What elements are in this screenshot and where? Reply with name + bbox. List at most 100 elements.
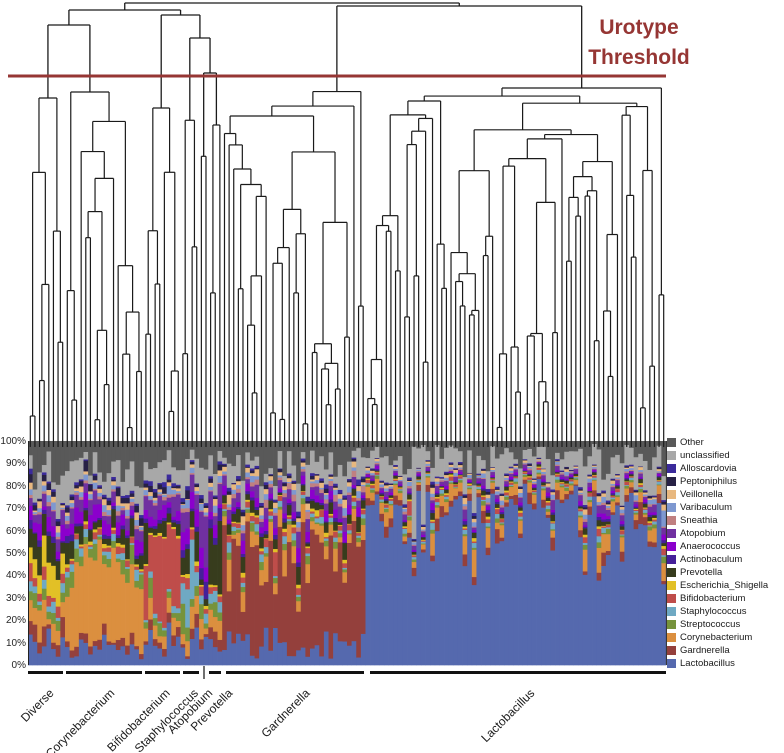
sample-bar-segment: [166, 501, 172, 508]
sample-bar-segment: [610, 479, 616, 481]
sample-bar-segment: [106, 535, 112, 539]
sample-bar-segment: [527, 503, 533, 666]
sample-bar-segment: [259, 521, 265, 528]
sample-bar-segment: [314, 441, 320, 462]
legend-swatch-icon: [667, 633, 676, 642]
sample-bar-segment: [199, 603, 205, 620]
sample-bar-segment: [365, 477, 371, 479]
sample-bar-segment: [129, 509, 135, 516]
sample-bar-segment: [407, 491, 413, 493]
sample-bar-segment: [420, 529, 426, 531]
sample-bar-segment: [226, 487, 232, 492]
sample-bar-segment: [457, 468, 463, 470]
sample-bar-segment: [434, 496, 440, 499]
sample-bar-segment: [647, 525, 653, 527]
sample-bar-segment: [536, 466, 542, 468]
sample-bar-segment: [106, 538, 112, 546]
sample-bar-segment: [370, 487, 376, 490]
sample-bar-segment: [143, 621, 149, 629]
sample-bar-segment: [518, 488, 524, 493]
sample-bar-segment: [638, 471, 644, 474]
sample-bar-segment: [217, 651, 223, 666]
sample-bar-segment: [259, 585, 265, 647]
sample-bar-segment: [615, 488, 621, 490]
sample-bar-segment: [642, 499, 648, 503]
sample-bar-segment: [236, 475, 242, 480]
sample-bar-segment: [231, 465, 237, 484]
sample-bar-segment: [273, 515, 279, 529]
sample-bar-segment: [397, 488, 403, 491]
sample-bar-segment: [111, 644, 117, 666]
sample-bar-segment: [222, 510, 228, 517]
sample-bar-segment: [115, 561, 121, 641]
legend-swatch-icon: [667, 542, 676, 551]
sample-bar-segment: [578, 517, 584, 531]
sample-bar-segment: [180, 582, 186, 604]
sample-bar-segment: [41, 588, 47, 600]
sample-bar-segment: [360, 478, 366, 483]
sample-bar-segment: [157, 532, 163, 536]
sample-bar-segment: [624, 468, 630, 472]
sample-bar-segment: [41, 472, 47, 475]
sample-bar-segment: [582, 571, 588, 575]
sample-bar-segment: [120, 441, 126, 482]
sample-bar-segment: [444, 480, 450, 487]
sample-bar-segment: [74, 507, 80, 524]
sample-bar-segment: [545, 458, 551, 483]
sample-bar-segment: [314, 523, 320, 535]
sample-bar-segment: [444, 477, 450, 481]
sample-bar-segment: [69, 563, 75, 572]
sample-bar-segment: [541, 471, 547, 475]
sample-bar-segment: [314, 509, 320, 517]
sample-bar-segment: [518, 512, 524, 517]
sample-bar-segment: [111, 642, 117, 645]
sample-bar-segment: [148, 441, 154, 470]
sample-bar-segment: [152, 638, 158, 646]
sample-bar-segment: [457, 482, 463, 492]
sample-bar-segment: [157, 493, 163, 496]
sample-bar-segment: [111, 476, 117, 480]
legend-item: Veillonella: [667, 489, 784, 502]
sample-bar-segment: [28, 489, 33, 495]
sample-bar-segment: [397, 483, 403, 486]
sample-bar-segment: [388, 503, 394, 506]
sample-bar-segment: [629, 466, 634, 469]
sample-bar-segment: [152, 617, 158, 626]
sample-bar-segment: [310, 511, 315, 514]
sample-bar-segment: [78, 496, 84, 500]
sample-bar-segment: [166, 474, 172, 480]
sample-bar-segment: [69, 540, 75, 559]
sample-bar-segment: [323, 469, 329, 485]
sample-bar-segment: [199, 567, 205, 580]
sample-bar-segment: [642, 492, 648, 495]
sample-bar-segment: [430, 484, 436, 488]
sample-bar-segment: [513, 465, 519, 468]
sample-bar-segment: [656, 475, 662, 478]
sample-bar-segment: [374, 470, 380, 472]
sample-bar-segment: [499, 500, 505, 506]
sample-bar-segment: [379, 494, 385, 497]
sample-bar-segment: [638, 469, 644, 473]
sample-bar-segment: [531, 509, 537, 666]
sample-bar-segment: [166, 507, 172, 514]
sample-bar-segment: [115, 522, 121, 536]
sample-bar-segment: [656, 481, 662, 485]
sample-bar-segment: [555, 452, 561, 460]
sample-bar-segment: [596, 449, 602, 494]
sample-bar-segment: [180, 643, 186, 648]
sample-bar-segment: [481, 459, 487, 469]
sample-bar-segment: [342, 531, 348, 543]
sample-bar-segment: [226, 491, 232, 495]
sample-bar-segment: [592, 475, 598, 478]
sample-bar-segment: [439, 478, 445, 480]
sample-bar-segment: [74, 484, 80, 489]
sample-bar-segment: [74, 481, 80, 486]
sample-bar-segment: [541, 475, 547, 480]
sample-bar-segment: [629, 467, 634, 471]
sample-bar-segment: [249, 512, 255, 517]
sample-bar-segment: [51, 623, 57, 643]
sample-bar-segment: [573, 473, 579, 477]
sample-bar-segment: [337, 524, 343, 526]
sample-bar-segment: [407, 468, 413, 478]
sample-bar-segment: [300, 503, 306, 523]
